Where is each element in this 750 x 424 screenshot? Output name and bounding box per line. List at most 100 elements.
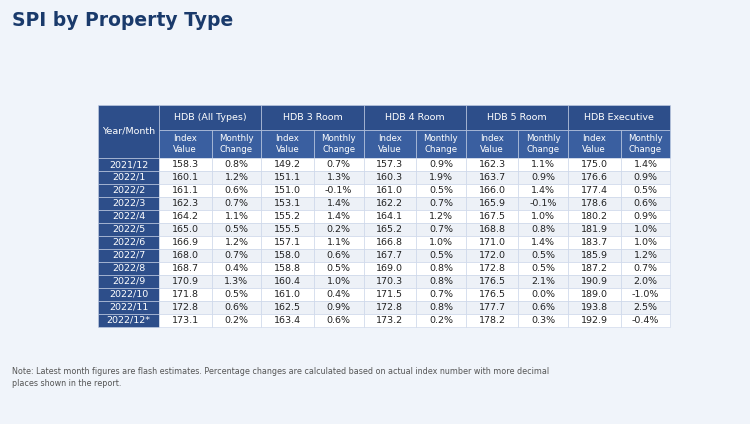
Text: 175.0: 175.0 xyxy=(580,160,608,169)
Text: 158.8: 158.8 xyxy=(274,264,301,273)
Bar xyxy=(416,288,466,301)
Text: 1.4%: 1.4% xyxy=(327,199,351,208)
Bar xyxy=(261,288,314,301)
Text: 0.2%: 0.2% xyxy=(429,316,453,325)
Bar xyxy=(211,197,261,210)
Text: 173.1: 173.1 xyxy=(172,316,199,325)
Bar xyxy=(568,275,620,288)
Bar xyxy=(364,275,416,288)
Bar xyxy=(261,236,314,249)
Text: 151.1: 151.1 xyxy=(274,173,301,182)
Text: Index
Value: Index Value xyxy=(275,134,299,154)
Text: 164.2: 164.2 xyxy=(172,212,199,221)
Bar xyxy=(568,249,620,262)
Bar xyxy=(466,288,518,301)
Bar xyxy=(211,236,261,249)
Bar xyxy=(466,249,518,262)
Bar xyxy=(364,171,416,184)
Text: 169.0: 169.0 xyxy=(376,264,404,273)
Bar xyxy=(314,249,364,262)
Text: 0.9%: 0.9% xyxy=(531,173,555,182)
Text: 2022/5: 2022/5 xyxy=(112,225,146,234)
Text: 0.2%: 0.2% xyxy=(327,225,351,234)
Text: 168.0: 168.0 xyxy=(172,251,199,260)
Bar xyxy=(518,158,568,171)
Bar xyxy=(620,249,670,262)
Bar xyxy=(98,236,159,249)
Bar xyxy=(211,301,261,314)
Text: 171.8: 171.8 xyxy=(172,290,199,299)
Text: 0.5%: 0.5% xyxy=(224,290,248,299)
Bar xyxy=(518,210,568,223)
Bar xyxy=(466,130,518,158)
Bar xyxy=(314,197,364,210)
Text: 2.0%: 2.0% xyxy=(634,277,658,286)
Text: 160.1: 160.1 xyxy=(172,173,199,182)
Text: 1.4%: 1.4% xyxy=(327,212,351,221)
Text: 2022/4: 2022/4 xyxy=(112,212,146,221)
Bar xyxy=(518,314,568,327)
Bar xyxy=(620,223,670,236)
Bar xyxy=(620,184,670,197)
Bar xyxy=(620,314,670,327)
Bar xyxy=(314,130,364,158)
Bar xyxy=(364,236,416,249)
Bar xyxy=(364,130,416,158)
Text: 180.2: 180.2 xyxy=(580,212,608,221)
Bar xyxy=(518,249,568,262)
Bar xyxy=(364,301,416,314)
Bar xyxy=(314,171,364,184)
Text: 165.0: 165.0 xyxy=(172,225,199,234)
Bar xyxy=(620,301,670,314)
Text: 165.2: 165.2 xyxy=(376,225,404,234)
Text: 1.2%: 1.2% xyxy=(634,251,658,260)
Text: 2.5%: 2.5% xyxy=(634,303,658,312)
Text: 164.1: 164.1 xyxy=(376,212,404,221)
Text: 1.0%: 1.0% xyxy=(531,212,555,221)
Bar xyxy=(314,236,364,249)
Bar xyxy=(211,184,261,197)
Bar xyxy=(98,210,159,223)
Text: 1.4%: 1.4% xyxy=(531,186,555,195)
Bar xyxy=(159,184,212,197)
Bar xyxy=(98,197,159,210)
Text: Monthly
Change: Monthly Change xyxy=(424,134,458,154)
Bar xyxy=(466,197,518,210)
Text: HDB (All Types): HDB (All Types) xyxy=(174,113,247,122)
Bar xyxy=(518,171,568,184)
Bar xyxy=(261,262,314,275)
Text: 162.2: 162.2 xyxy=(376,199,404,208)
Bar xyxy=(466,210,518,223)
Text: 172.0: 172.0 xyxy=(478,251,506,260)
Text: 166.0: 166.0 xyxy=(478,186,506,195)
Text: 1.3%: 1.3% xyxy=(224,277,248,286)
Text: 2022/6: 2022/6 xyxy=(112,238,146,247)
Text: 1.1%: 1.1% xyxy=(224,212,248,221)
Bar xyxy=(261,171,314,184)
Bar xyxy=(568,105,670,130)
Bar xyxy=(364,314,416,327)
Text: 155.2: 155.2 xyxy=(274,212,301,221)
Text: 193.8: 193.8 xyxy=(580,303,608,312)
Text: HDB 4 Room: HDB 4 Room xyxy=(385,113,445,122)
Bar xyxy=(314,158,364,171)
Bar xyxy=(568,158,620,171)
Bar xyxy=(211,288,261,301)
Text: 2022/1: 2022/1 xyxy=(112,173,146,182)
Text: -1.0%: -1.0% xyxy=(632,290,659,299)
Text: 2021/12: 2021/12 xyxy=(110,160,148,169)
Bar xyxy=(211,130,261,158)
Bar xyxy=(261,105,364,130)
Text: 158.3: 158.3 xyxy=(172,160,199,169)
Text: 0.7%: 0.7% xyxy=(429,225,453,234)
Bar xyxy=(568,236,620,249)
Text: 161.1: 161.1 xyxy=(172,186,199,195)
Bar xyxy=(466,275,518,288)
Bar xyxy=(620,158,670,171)
Text: 171.5: 171.5 xyxy=(376,290,404,299)
Bar xyxy=(314,223,364,236)
Bar xyxy=(98,314,159,327)
Bar xyxy=(211,314,261,327)
Text: 167.7: 167.7 xyxy=(376,251,404,260)
Bar xyxy=(364,158,416,171)
